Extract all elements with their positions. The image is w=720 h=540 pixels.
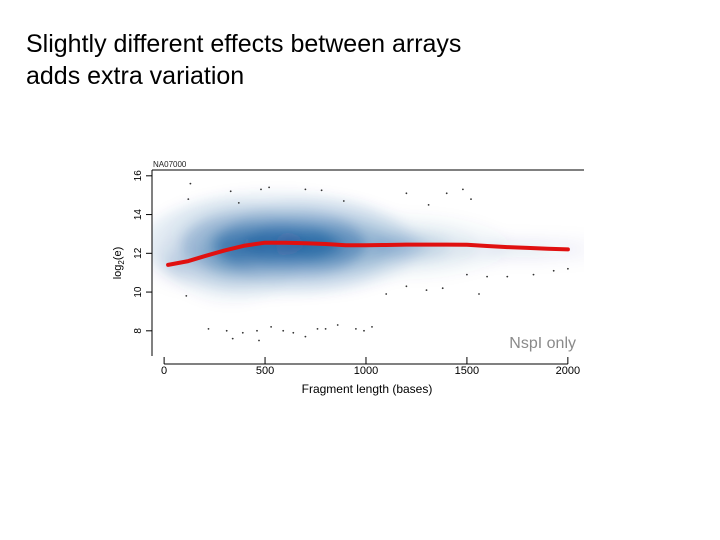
outlier-point [292,331,295,334]
outlier-point [567,267,569,270]
outlier-point [189,182,192,185]
outlier-point [532,273,535,276]
corner-label: NA07000 [153,160,187,169]
y-tick-label: 12 [133,247,144,259]
outlier-point [185,295,188,297]
y-tick-label: 16 [133,170,144,182]
outlier-point [336,324,339,326]
outlier-point [342,200,345,202]
outlier-point [466,273,468,276]
outlier-point [304,335,307,338]
x-axis-label: Fragment length (bases) [302,382,433,396]
outlier-point [187,198,190,200]
outlier-point [304,188,307,191]
outlier-points [185,182,569,342]
x-tick-label: 1500 [455,365,479,377]
x-tick-label: 500 [256,365,274,377]
slide-title-line-2: adds extra variation [26,62,245,90]
slide-title: Slightly different effects between array… [26,28,686,92]
outlier-point [207,328,210,330]
x-tick-label: 1000 [354,365,378,377]
chart-annotation: NspI only [509,335,576,352]
y-tick-label: 10 [133,286,144,298]
outlier-point [320,189,323,192]
outlier-point [552,269,555,272]
y-tick-label: 14 [133,209,144,221]
density-scatter-chart: 0 500 1000 1500 2000 8 10 12 14 16 NA07000 NspI o… [112,160,584,396]
outlier-point [445,192,448,195]
outlier-point [324,328,327,330]
x-tick-label: 2000 [556,365,580,377]
outlier-point [486,275,488,278]
outlier-point [427,204,430,206]
outlier-point [441,287,444,290]
outlier-point [225,329,228,332]
outlier-point [371,326,373,328]
outlier-point [229,190,232,193]
outlier-point [270,326,272,328]
outlier-point [256,329,258,332]
outlier-point [231,337,234,340]
outlier-point [385,293,388,295]
outlier-point [237,202,240,204]
x-tick-label: 0 [161,365,167,377]
slide-title-line-1: Slightly different effects between array… [26,30,462,58]
outlier-point [268,186,270,189]
outlier-point [258,339,260,342]
outlier-point [241,331,244,334]
outlier-point [478,293,480,295]
fit-line [166,240,570,267]
outlier-point [425,289,428,291]
outlier-point [355,328,357,330]
outlier-point [363,329,365,332]
outlier-point [282,329,285,332]
outlier-point [470,198,472,200]
outlier-point [405,192,408,195]
outlier-point [462,188,464,191]
y-tick-label: 8 [133,328,144,334]
y-axis-label-suffix: (e) [112,247,124,260]
y-axis-label-base: log [112,265,124,280]
outlier-point [316,328,319,330]
outlier-point [260,188,262,191]
axes: 0 500 1000 1500 2000 8 10 12 14 16 [133,169,584,377]
y-axis-label: log2(e) [112,247,126,280]
y-axis-label-subscript: 2 [117,260,126,265]
outlier-point [506,275,509,278]
outlier-point [405,285,408,288]
